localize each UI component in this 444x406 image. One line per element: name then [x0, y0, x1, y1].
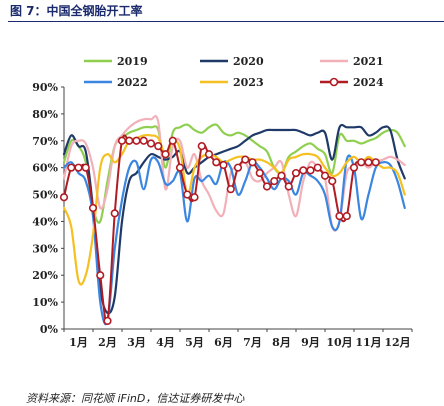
- legend-label-2019: 2019: [117, 55, 148, 68]
- data-point-2024: [88, 203, 98, 213]
- legend-item-2019: 2019: [84, 55, 148, 68]
- data-point-2024: [262, 182, 272, 191]
- data-point-2024: [67, 163, 76, 172]
- y-tick-label: 60%: [32, 162, 58, 175]
- x-tick-label: 2月: [98, 336, 117, 349]
- data-point-2024: [226, 185, 235, 194]
- series-line-2020: [62, 123, 406, 315]
- legend-label-2022: 2022: [117, 76, 148, 89]
- data-point-2024: [125, 136, 134, 145]
- x-tick-label: 12月: [384, 336, 410, 349]
- data-point-2024: [74, 163, 83, 172]
- title-divider: [8, 21, 444, 22]
- x-tick-label: 6月: [214, 336, 233, 349]
- y-tick-label: 80%: [32, 108, 58, 121]
- legend-item-2021: 2021: [320, 55, 384, 68]
- data-point-2024: [103, 316, 112, 326]
- data-point-2024: [139, 136, 148, 145]
- x-tick-label: 4月: [156, 336, 175, 349]
- y-tick-label: 70%: [32, 135, 58, 148]
- data-point-2024: [255, 168, 264, 178]
- y-tick-label: 0%: [40, 323, 59, 336]
- data-point-2024: [349, 163, 359, 172]
- series-line-2022: [62, 154, 406, 326]
- x-tick-label: 11月: [355, 336, 381, 349]
- data-point-2024: [146, 139, 156, 148]
- y-tick-label: 30%: [32, 242, 58, 255]
- data-point-2024: [284, 182, 293, 191]
- y-tick-label: 10%: [32, 296, 58, 309]
- source-note: 资料来源：同花顺 iFinD，信达证券研发中心: [26, 392, 245, 405]
- data-point-2024: [270, 177, 279, 186]
- figure-title: 图 7：中国全钢胎开工率: [10, 4, 143, 18]
- x-tick-label: 9月: [301, 336, 320, 349]
- data-point-2024: [168, 136, 177, 145]
- legend-label-2020: 2020: [233, 55, 264, 68]
- data-point-2024: [212, 158, 221, 167]
- data-point-2024: [320, 171, 330, 180]
- legend-label-2023: 2023: [233, 76, 264, 89]
- legend-item-2023: 2023: [200, 76, 264, 89]
- legend-item-2022: 2022: [84, 76, 148, 89]
- y-tick-label: 20%: [32, 269, 58, 282]
- y-tick-label: 90%: [32, 81, 58, 94]
- data-point-2024: [96, 271, 105, 280]
- data-point-2024: [183, 190, 192, 199]
- x-tick-label: 3月: [127, 336, 146, 349]
- data-point-2024: [335, 211, 344, 221]
- x-tick-label: 10月: [326, 336, 352, 349]
- data-point-2024: [371, 158, 380, 167]
- data-point-2024: [161, 150, 170, 159]
- data-point-2024: [364, 158, 373, 167]
- data-point-2024: [306, 166, 315, 175]
- data-point-2024: [277, 171, 286, 180]
- data-point-2024: [241, 155, 250, 164]
- data-point-2024: [291, 168, 301, 178]
- data-point-2024: [154, 142, 163, 151]
- series-line-2021: [62, 115, 406, 232]
- data-point-2024: [299, 166, 308, 175]
- x-tick-label: 8月: [272, 336, 291, 349]
- data-point-2024: [110, 209, 119, 218]
- x-tick-label: 1月: [69, 336, 88, 349]
- legend-label-2021: 2021: [353, 55, 384, 68]
- x-tick-label: 7月: [243, 336, 262, 349]
- data-point-2024: [81, 163, 90, 172]
- data-point-2024: [233, 163, 243, 172]
- data-point-2024: [175, 163, 185, 172]
- data-point-2024: [132, 136, 141, 145]
- x-tick-label: 5月: [185, 336, 204, 349]
- legend-label-2024: 2024: [353, 76, 384, 89]
- data-point-2024: [197, 142, 206, 151]
- data-point-2024: [59, 193, 69, 202]
- data-point-2024: [357, 158, 366, 167]
- data-point-2024: [328, 177, 337, 186]
- legend-item-2020: 2020: [200, 55, 264, 68]
- data-point-2024: [204, 150, 214, 159]
- y-tick-label: 50%: [32, 189, 58, 202]
- data-point-2024: [219, 160, 228, 170]
- legend-marker-2024: [329, 77, 339, 87]
- data-point-2024: [342, 211, 351, 221]
- y-tick-label: 40%: [32, 215, 58, 228]
- legend-item-2024: 2024: [320, 76, 384, 89]
- data-point-2024: [248, 158, 257, 167]
- data-point-2024: [190, 193, 199, 202]
- data-point-2024: [313, 163, 322, 172]
- data-point-2024: [117, 136, 127, 145]
